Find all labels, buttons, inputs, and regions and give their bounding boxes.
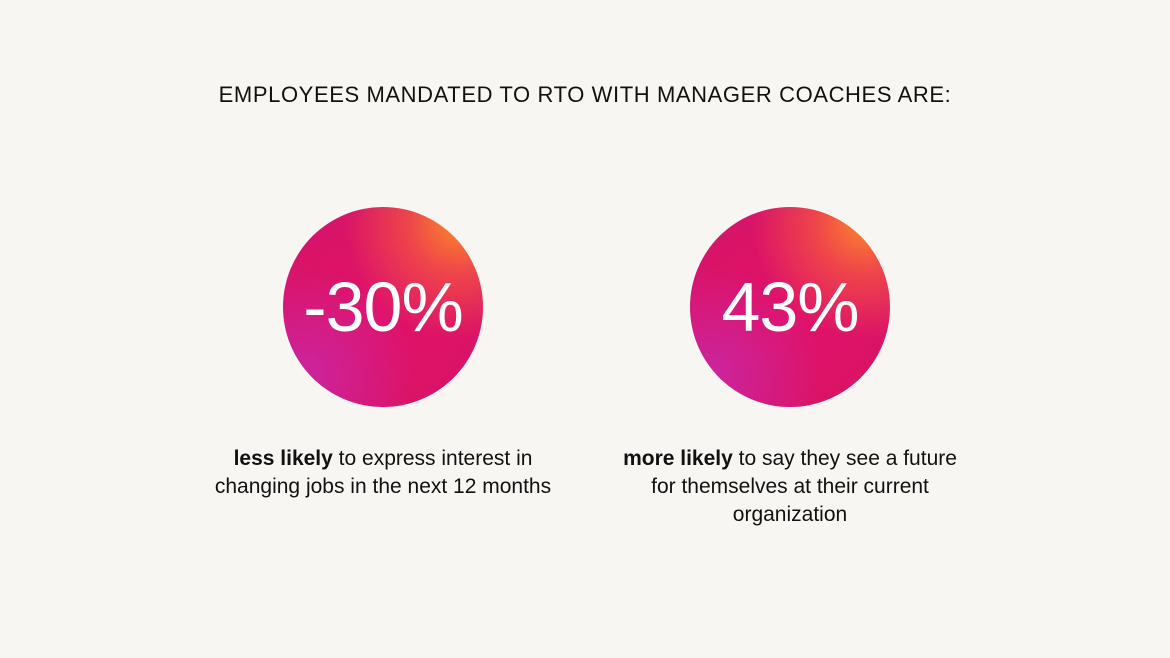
stat-caption-text: to express interest in changing jobs in … [214, 447, 552, 498]
stat-emphasis: more likely [623, 447, 733, 470]
stat-circle: 43% [690, 207, 890, 407]
stat-emphasis: less likely [233, 447, 333, 470]
headline: EMPLOYEES MANDATED TO RTO WITH MANAGER C… [218, 82, 952, 107]
stat-caption-text: to say they see a future for themselves … [651, 447, 957, 526]
stat-card-left: -30% less likely to express interest in … [213, 207, 553, 501]
stat-caption: less likely to express interest in chang… [213, 445, 553, 501]
stat-value: -30% [303, 268, 463, 346]
stat-card-right: 43% more likely to say they see a future… [620, 207, 960, 529]
stat-caption: more likely to say they see a future for… [620, 445, 960, 529]
stat-circle: -30% [283, 207, 483, 407]
stat-value: 43% [721, 268, 859, 346]
